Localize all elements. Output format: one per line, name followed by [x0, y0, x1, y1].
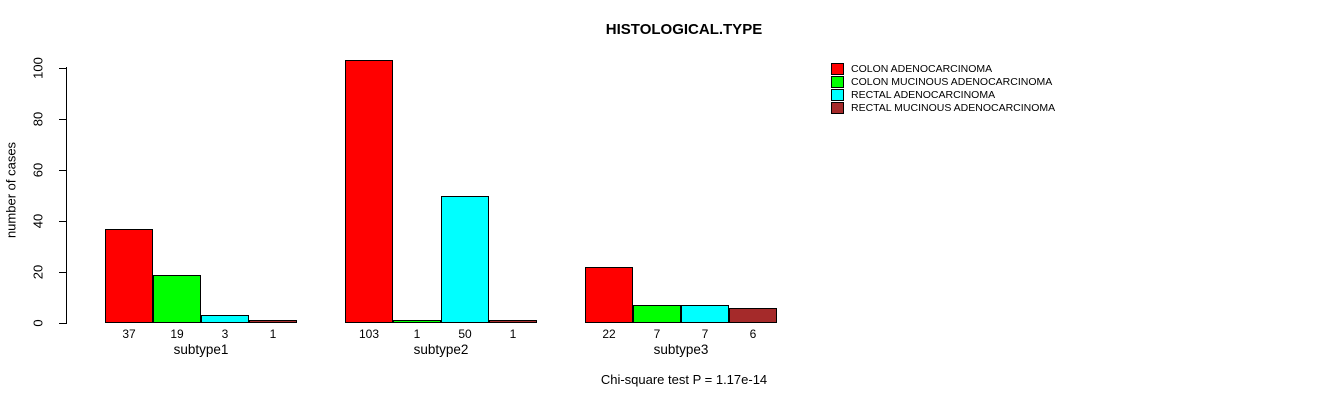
bar-subtype3-series4 [729, 308, 777, 323]
y-axis-tick-label: 60 [30, 162, 46, 178]
y-axis-tick-label: 80 [30, 111, 46, 127]
y-axis-label: number of cases [3, 141, 19, 239]
y-axis-tick [59, 220, 66, 222]
bar-value-label: 22 [602, 327, 616, 341]
bar-value-label: 1 [413, 327, 421, 341]
y-axis-tick-label: 20 [30, 264, 46, 280]
y-axis-tick [59, 271, 66, 273]
bar-value-label: 6 [749, 327, 757, 341]
legend-item: COLON MUCINOUS ADENOCARCINOMA [831, 75, 1055, 88]
bar-value-label: 7 [653, 327, 661, 341]
y-axis-tick [59, 118, 66, 120]
chart-title: HISTOLOGICAL.TYPE [605, 21, 763, 38]
legend-item-label: COLON ADENOCARCINOMA [851, 62, 993, 75]
bar-subtype2-series2 [393, 320, 441, 323]
bar-value-label: 103 [358, 327, 380, 341]
legend-item: RECTAL ADENOCARCINOMA [831, 88, 1055, 101]
bar-value-label: 1 [509, 327, 517, 341]
bar-value-label: 50 [458, 327, 472, 341]
bar-value-label: 7 [701, 327, 709, 341]
y-axis-tick-label: 0 [30, 319, 46, 327]
legend-item: RECTAL MUCINOUS ADENOCARCINOMA [831, 102, 1055, 115]
bar-subtype1-series2 [153, 275, 201, 323]
bar-value-label: 37 [122, 327, 136, 341]
legend-item-label: RECTAL MUCINOUS ADENOCARCINOMA [851, 102, 1056, 115]
legend-item-label: RECTAL ADENOCARCINOMA [851, 88, 996, 101]
x-axis-category-label: subtype3 [653, 342, 709, 357]
bar-subtype1-series3 [201, 315, 249, 323]
y-axis-tick-label: 40 [30, 213, 46, 229]
x-axis-category-label: subtype1 [173, 342, 229, 357]
y-axis-tick-label: 100 [30, 57, 46, 79]
bar-subtype3-series2 [633, 305, 681, 323]
legend: COLON ADENOCARCINOMA COLON MUCINOUS ADENO… [831, 62, 1055, 115]
y-axis-tick [59, 169, 66, 171]
bar-subtype1-series4 [249, 320, 297, 323]
bar-subtype3-series1 [585, 267, 633, 323]
x-axis-category-label: subtype2 [413, 342, 469, 357]
legend-color-swatch [831, 102, 844, 115]
bar-subtype2-series3 [441, 196, 489, 323]
bar-subtype1-series1 [105, 229, 153, 323]
y-axis-tick [59, 322, 66, 324]
bar-value-label: 3 [221, 327, 229, 341]
bar-value-label: 19 [170, 327, 184, 341]
y-axis-line [66, 67, 67, 324]
legend-item-label: COLON MUCINOUS ADENOCARCINOMA [851, 75, 1053, 88]
bar-subtype3-series3 [681, 305, 729, 323]
legend-color-swatch [831, 62, 844, 75]
legend-item: COLON ADENOCARCINOMA [831, 62, 1055, 75]
legend-color-swatch [831, 75, 844, 88]
bar-subtype2-series1 [345, 60, 393, 323]
bar-subtype2-series4 [489, 320, 537, 323]
chi-square-annotation: Chi-square test P = 1.17e-14 [600, 372, 768, 387]
y-axis-tick [59, 67, 66, 69]
bar-value-label: 1 [269, 327, 277, 341]
legend-color-swatch [831, 88, 844, 101]
